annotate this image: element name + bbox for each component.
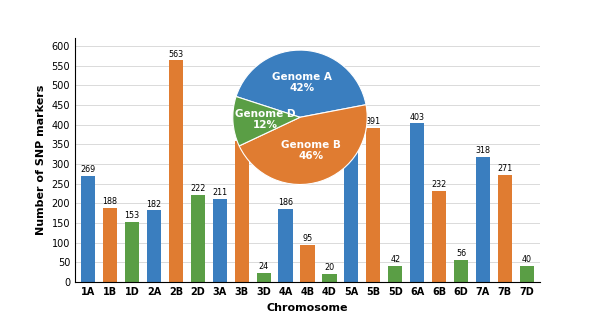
Bar [366,128,380,282]
Bar [432,191,446,282]
Text: 188: 188 [103,197,118,206]
Text: 42: 42 [390,255,400,264]
Bar [147,210,161,282]
Text: 182: 182 [146,199,161,209]
Bar [278,209,293,282]
Bar [520,266,534,282]
Text: 40: 40 [522,256,532,264]
Bar [81,176,95,282]
Text: 56: 56 [456,249,466,258]
Bar [103,208,117,282]
Text: 95: 95 [302,234,313,243]
Text: 20: 20 [325,263,334,272]
Text: 24: 24 [259,262,269,271]
Y-axis label: Number of SNP markers: Number of SNP markers [36,85,46,235]
Text: 222: 222 [190,184,206,193]
Text: Genome A
42%: Genome A 42% [272,72,332,93]
Bar [169,61,183,282]
Text: 370: 370 [344,126,359,134]
Text: 186: 186 [278,198,293,207]
Wedge shape [239,105,367,184]
Text: 269: 269 [80,165,96,174]
Bar [498,175,512,282]
Bar [301,245,314,282]
Bar [410,124,424,282]
Bar [235,141,249,282]
Bar [322,274,337,282]
Wedge shape [236,50,366,117]
Text: 271: 271 [497,165,512,173]
Text: Genome D
12%: Genome D 12% [235,109,295,130]
Text: 403: 403 [410,113,425,121]
Bar [191,195,205,282]
Text: 153: 153 [124,211,140,220]
Text: Genome B
46%: Genome B 46% [281,140,341,161]
Bar [257,273,271,282]
Bar [212,199,227,282]
Bar [125,222,139,282]
X-axis label: Chromosome: Chromosome [267,302,348,313]
Bar [344,136,358,282]
Text: 318: 318 [475,146,490,155]
Text: 563: 563 [169,49,184,59]
Text: 391: 391 [366,117,381,126]
Wedge shape [233,96,300,146]
Text: 232: 232 [431,180,447,189]
Text: 359: 359 [234,130,250,139]
Bar [388,266,403,282]
Bar [454,260,468,282]
Bar [476,157,490,282]
Text: 211: 211 [212,188,227,197]
